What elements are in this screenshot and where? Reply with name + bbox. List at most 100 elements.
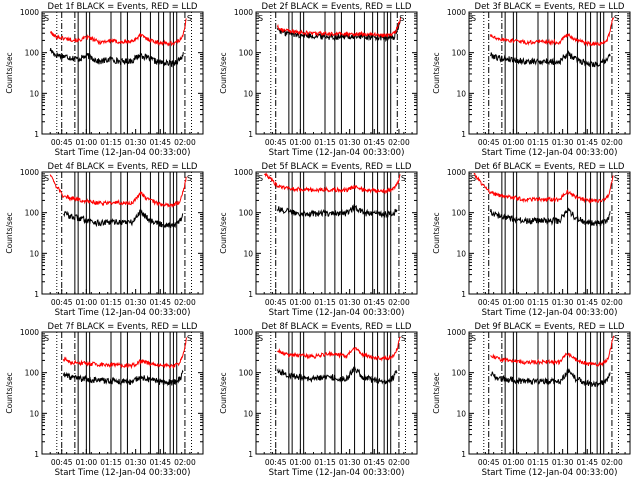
ytick-label: 1 — [248, 130, 253, 139]
lld-series — [489, 17, 615, 47]
panel-title: Det 9f BLACK = Events, RED = LLD — [475, 322, 625, 332]
xaxis-label: Start Time (12-Jan-04 00:33:00) — [269, 468, 405, 478]
xtick-label: 01:45 — [576, 458, 598, 467]
xtick-label: 01:15 — [527, 298, 549, 307]
events-series — [489, 50, 611, 68]
ytick-label: 1 — [34, 450, 39, 459]
panel-3: Det 3f BLACK = Events, RED = LLD S S 1 10 100… — [432, 2, 631, 158]
yaxis-label: Counts/sec — [5, 52, 14, 93]
corner-label-left: S — [471, 174, 476, 183]
corner-label-left: S — [258, 174, 263, 183]
xtick-label: 00:45 — [478, 298, 500, 307]
corner-label-right: S — [187, 14, 192, 23]
panel-title: Det 2f BLACK = Events, RED = LLD — [262, 2, 412, 12]
xtick-label: 00:45 — [265, 138, 287, 147]
panel-4: Det 4f BLACK = Events, RED = LLD S S 1 10 100… — [5, 162, 204, 318]
lld-series — [473, 172, 614, 204]
corner-label-right: S — [614, 14, 619, 23]
xtick-label: 01:15 — [314, 138, 336, 147]
ytick-label: 1000 — [234, 168, 253, 177]
ytick-label: 1000 — [20, 8, 39, 17]
plot-frame — [468, 11, 631, 135]
xaxis-label: Start Time (12-Jan-04 00:33:00) — [269, 148, 405, 158]
xtick-label: 01:30 — [125, 458, 147, 467]
xtick-label: 01:30 — [552, 138, 574, 147]
ytick-label: 100 — [452, 49, 467, 58]
plot-frame — [468, 171, 631, 295]
corner-label-right: S — [614, 174, 619, 183]
xtick-label: 01:30 — [125, 138, 147, 147]
ytick-label: 1 — [248, 290, 253, 299]
yaxis-label: Counts/sec — [219, 212, 228, 253]
ytick-label: 1 — [461, 450, 466, 459]
panel-8: Det 8f BLACK = Events, RED = LLD S S 1 10 100… — [219, 322, 418, 478]
ytick-label: 100 — [452, 369, 467, 378]
xtick-label: 01:30 — [552, 458, 574, 467]
ytick-label: 100 — [25, 209, 40, 218]
yaxis-label: Counts/sec — [432, 52, 441, 93]
yaxis-label: Counts/sec — [5, 372, 14, 413]
lld-series — [490, 335, 615, 367]
xtick-label: 01:15 — [314, 298, 336, 307]
ytick-label: 100 — [239, 49, 254, 58]
yaxis-label: Counts/sec — [219, 372, 228, 413]
plot-frame — [41, 331, 204, 455]
events-series — [49, 48, 184, 68]
xtick-label: 01:45 — [363, 458, 385, 467]
xtick-label: 02:00 — [388, 458, 410, 467]
panel-title: Det 7f BLACK = Events, RED = LLD — [48, 322, 198, 332]
plot-frame — [41, 11, 204, 135]
xtick-label: 00:45 — [265, 298, 287, 307]
xtick-label: 02:00 — [174, 458, 196, 467]
ytick-label: 10 — [243, 249, 253, 258]
lld-series — [264, 172, 401, 195]
xtick-label: 02:00 — [388, 138, 410, 147]
corner-label-left: S — [44, 14, 49, 23]
xaxis-label: Start Time (12-Jan-04 00:33:00) — [269, 308, 405, 318]
xtick-label: 01:00 — [290, 138, 312, 147]
lld-series — [49, 174, 187, 209]
xtick-label: 01:45 — [149, 458, 171, 467]
ytick-label: 100 — [239, 369, 254, 378]
xtick-label: 01:15 — [527, 458, 549, 467]
events-series — [276, 365, 398, 385]
panel-2: Det 2f BLACK = Events, RED = LLD S S 1 10 100… — [219, 2, 418, 158]
corner-label-right: S — [399, 14, 404, 23]
lld-series — [276, 17, 402, 39]
ytick-label: 10 — [456, 249, 466, 258]
ytick-label: 1000 — [234, 328, 253, 337]
xtick-label: 00:45 — [478, 458, 500, 467]
xaxis-label: Start Time (12-Jan-04 00:33:00) — [482, 148, 618, 158]
xtick-label: 01:00 — [290, 458, 312, 467]
xtick-label: 00:45 — [51, 298, 73, 307]
corner-label-right: S — [401, 174, 406, 183]
yaxis-label: Counts/sec — [432, 372, 441, 413]
xaxis-label: Start Time (12-Jan-04 00:33:00) — [55, 468, 191, 478]
xtick-label: 00:45 — [51, 138, 73, 147]
xtick-label: 01:15 — [100, 298, 122, 307]
panel-6: Det 6f BLACK = Events, RED = LLD S S 1 10 100… — [432, 162, 631, 318]
xtick-label: 01:15 — [527, 138, 549, 147]
corner-label-left: S — [258, 14, 263, 23]
lld-series — [276, 336, 401, 362]
panel-title: Det 1f BLACK = Events, RED = LLD — [48, 2, 198, 12]
xtick-label: 01:45 — [576, 298, 598, 307]
xtick-label: 01:45 — [149, 138, 171, 147]
ytick-label: 1 — [34, 290, 39, 299]
plot-frame — [255, 171, 418, 295]
ytick-label: 1000 — [447, 8, 466, 17]
xtick-label: 01:45 — [363, 298, 385, 307]
xtick-label: 01:30 — [552, 298, 574, 307]
xtick-label: 01:15 — [100, 458, 122, 467]
xtick-label: 01:15 — [314, 458, 336, 467]
panel-title: Det 3f BLACK = Events, RED = LLD — [475, 2, 625, 12]
ytick-label: 100 — [239, 209, 254, 218]
xtick-label: 01:00 — [76, 458, 98, 467]
plot-frame — [41, 171, 204, 295]
xtick-label: 02:00 — [174, 138, 196, 147]
events-series — [63, 208, 184, 229]
ytick-label: 100 — [25, 49, 40, 58]
panel-title: Det 6f BLACK = Events, RED = LLD — [475, 162, 625, 172]
events-series — [489, 207, 611, 228]
